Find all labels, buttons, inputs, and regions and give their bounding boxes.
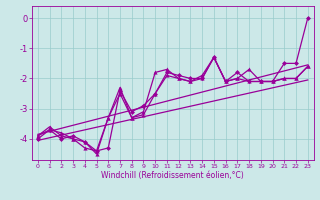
- X-axis label: Windchill (Refroidissement éolien,°C): Windchill (Refroidissement éolien,°C): [101, 171, 244, 180]
